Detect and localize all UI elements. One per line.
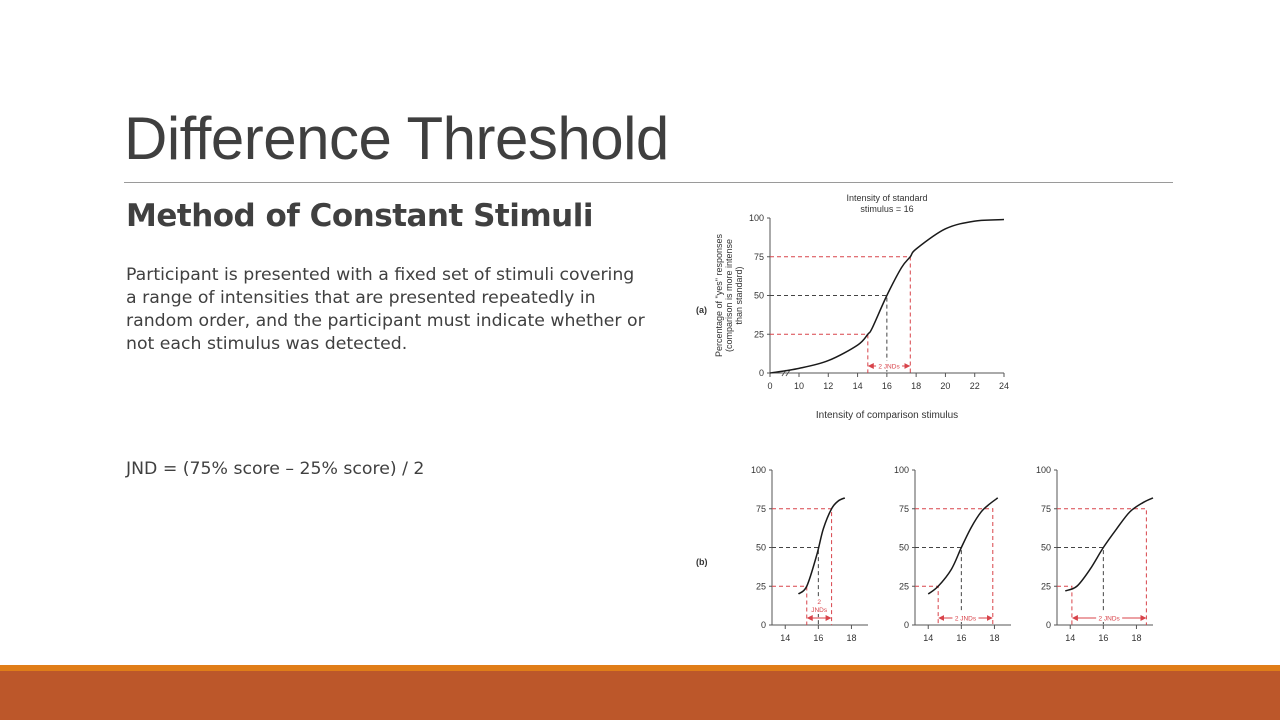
y-tick-label: 25 [756,581,766,591]
p50-guide-line [770,295,888,373]
footer-accent-stripe [0,665,1280,671]
p25-guide-line [1057,585,1073,625]
x-tick-label: 0 [767,381,772,391]
y-tick-label: 0 [759,368,764,378]
x-tick-label: 18 [989,633,999,643]
y-tick-label: 75 [899,504,909,514]
slide-subtitle: Method of Constant Stimuli [126,198,594,234]
x-tick-label: 24 [999,381,1009,391]
y-tick-label: 50 [754,291,764,301]
y-tick-label: 75 [1041,504,1051,514]
slide-title: Difference Threshold [124,105,669,172]
psychometric-curve [797,497,846,595]
psychometric-curve [927,497,999,595]
x-tick-label: 14 [1065,633,1075,643]
panel-label: (a) [696,305,707,315]
jnd-label: 2 JNDs [955,616,977,623]
p75-guide-line [915,508,994,625]
p50-guide-line [915,547,962,625]
y-axis-label-line: (comparison is more intense [724,239,734,352]
body-text: Participant is presented with a fixed se… [126,264,646,356]
jnd-label-bg [952,613,979,622]
y-tick-label: 50 [1041,543,1051,553]
x-axis-label: Intensity of comparison stimulus [816,410,958,421]
body-paragraph: Participant is presented with a fixed se… [126,265,645,354]
panel-label: (b) [696,557,708,567]
y-tick-label: 50 [899,543,909,553]
y-tick-label: 100 [1036,465,1051,475]
y-tick-label: 25 [899,581,909,591]
psychometric-curve [769,218,1005,374]
x-tick-label: 12 [823,381,833,391]
y-tick-label: 50 [756,543,766,553]
y-axis-label-line: Percentage of "yes" responses [714,234,724,357]
x-tick-label: 16 [882,381,892,391]
footer-accent-bar [0,671,1280,720]
jnd-label-line: JNDs [811,607,828,614]
x-tick-label: 18 [846,633,856,643]
y-tick-label: 25 [1041,581,1051,591]
chart-title-line: Intensity of standard [846,193,927,203]
x-tick-label: 22 [970,381,980,391]
y-tick-label: 100 [894,465,909,475]
p75-guide-line [1057,508,1147,625]
chart-title-line: stimulus = 16 [860,204,913,214]
y-tick-label: 25 [754,329,764,339]
p25-guide-line [770,333,869,373]
psychometric-curve [1065,497,1154,592]
x-tick-label: 20 [940,381,950,391]
y-tick-label: 0 [761,620,766,630]
x-tick-label: 14 [853,381,863,391]
x-tick-label: 18 [911,381,921,391]
x-tick-label: 14 [780,633,790,643]
x-tick-label: 14 [923,633,933,643]
p50-guide-line [1057,547,1104,625]
jnd-label-bg [876,361,903,370]
x-tick-label: 10 [794,381,804,391]
x-tick-label: 16 [813,633,823,643]
y-tick-label: 100 [751,465,766,475]
jnd-label: 2 JNDs [1098,616,1120,623]
title-divider [124,182,1173,183]
x-tick-label: 18 [1131,633,1141,643]
jnd-label-line: 2 [817,599,821,606]
y-tick-label: 75 [756,504,766,514]
y-tick-label: 75 [754,252,764,262]
y-axis-label-line: than standard) [734,266,744,324]
y-tick-label: 0 [1046,620,1051,630]
p25-guide-line [915,585,939,625]
jnd-label-bg [810,598,829,614]
y-tick-label: 100 [749,213,764,223]
y-tick-label: 0 [904,620,909,630]
jnd-formula: JND = (75% score – 25% score) / 2 [126,459,425,479]
x-tick-label: 16 [956,633,966,643]
x-tick-label: 16 [1098,633,1108,643]
jnd-label-bg [1096,613,1123,622]
jnd-label: 2 JNDs [878,364,900,371]
